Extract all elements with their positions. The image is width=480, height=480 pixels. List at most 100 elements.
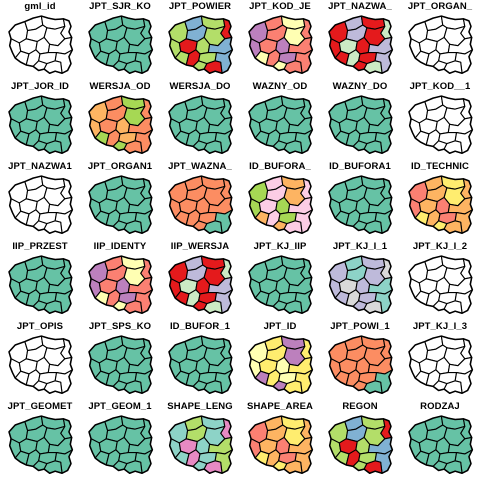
panel-title: JPT_ID	[263, 321, 297, 332]
poland-map	[88, 95, 154, 155]
country-outline	[88, 175, 154, 235]
panel-title: WAZNY_OD	[252, 81, 308, 92]
poland-map	[248, 335, 314, 395]
poland-map	[248, 175, 314, 235]
poland-map	[168, 415, 234, 475]
poland-map	[408, 255, 474, 315]
poland-map	[248, 415, 314, 475]
country-outline	[328, 415, 394, 475]
map-panel: RODZAJ	[401, 401, 479, 479]
country-outline	[408, 255, 474, 315]
country-outline	[408, 15, 474, 75]
map-panel: JPT_POWI_1	[321, 321, 399, 399]
map-panel: JPT_SJR_KO	[81, 1, 159, 79]
poland-map	[8, 335, 74, 395]
country-outline	[88, 15, 154, 75]
map-panel: SHAPE_AREA	[241, 401, 319, 479]
map-panel: JPT_SPS_KO	[81, 321, 159, 399]
poland-map	[168, 255, 234, 315]
map-panel: IIP_WERSJA	[161, 241, 239, 319]
poland-map	[8, 255, 74, 315]
map-panel: JPT_NAZWA1	[1, 161, 79, 239]
map-panel: IIP_PRZEST	[1, 241, 79, 319]
country-outline	[328, 255, 394, 315]
panel-title: JPT_GEOM_1	[88, 401, 152, 412]
panel-title: JPT_POWI_1	[330, 321, 390, 332]
country-outline	[8, 335, 74, 395]
panel-title: gml_id	[24, 1, 56, 12]
poland-map	[248, 255, 314, 315]
map-panel: WERSJA_OD	[81, 81, 159, 159]
country-outline	[8, 255, 74, 315]
poland-map	[248, 95, 314, 155]
map-panel: ID_BUFORA_	[241, 161, 319, 239]
country-outline	[168, 175, 234, 235]
poland-map	[88, 255, 154, 315]
country-outline	[8, 15, 74, 75]
panel-title: JPT_ORGAN_	[407, 1, 473, 12]
map-panel: JPT_JOR_ID	[1, 81, 79, 159]
panel-title: REGON	[342, 401, 378, 412]
panel-title: IIP_IDENTY	[93, 241, 147, 252]
panel-title: JPT_WAZNA_	[168, 161, 232, 172]
poland-map	[328, 95, 394, 155]
panel-title: IIP_PRZEST	[12, 241, 68, 252]
poland-map	[88, 175, 154, 235]
country-outline	[248, 175, 314, 235]
map-panel: ID_BUFOR_1	[161, 321, 239, 399]
country-outline	[88, 95, 154, 155]
panel-title: JPT_KJ_I_2	[412, 241, 468, 252]
panel-title: ID_BUFOR_1	[169, 321, 231, 332]
map-panel: JPT_NAZWA_	[321, 1, 399, 79]
poland-map	[168, 335, 234, 395]
panel-title: JPT_SPS_KO	[88, 321, 152, 332]
country-outline	[88, 335, 154, 395]
country-outline	[248, 95, 314, 155]
country-outline	[408, 335, 474, 395]
country-outline	[8, 175, 74, 235]
map-panel: JPT_OPIS	[1, 321, 79, 399]
country-outline	[168, 15, 234, 75]
map-panel: SHAPE_LENG	[161, 401, 239, 479]
poland-map	[168, 95, 234, 155]
poland-map	[88, 15, 154, 75]
poland-map	[408, 95, 474, 155]
map-panel: IIP_IDENTY	[81, 241, 159, 319]
panel-title: RODZAJ	[420, 401, 460, 412]
map-panel: ID_TECHNIC	[401, 161, 479, 239]
panel-title: WERSJA_DO	[169, 81, 231, 92]
map-panel: JPT_GEOM_1	[81, 401, 159, 479]
poland-map	[88, 335, 154, 395]
map-panel: JPT_ORGAN1	[81, 161, 159, 239]
country-outline	[168, 255, 234, 315]
panel-title: JPT_OPIS	[16, 321, 64, 332]
panel-title: JPT_NAZWA1	[8, 161, 72, 172]
poland-map	[8, 175, 74, 235]
map-panel: JPT_KOD_JE	[241, 1, 319, 79]
country-outline	[8, 415, 74, 475]
map-panel: JPT_WAZNA_	[161, 161, 239, 239]
panel-title: JPT_KOD_JE	[249, 1, 311, 12]
poland-map	[408, 15, 474, 75]
map-panel: gml_id	[1, 1, 79, 79]
poland-map	[8, 15, 74, 75]
panel-title: SHAPE_LENG	[167, 401, 233, 412]
panel-title: IIP_WERSJA	[170, 241, 230, 252]
panel-title: JPT_KJ_I_3	[412, 321, 468, 332]
poland-map	[408, 175, 474, 235]
country-outline	[248, 415, 314, 475]
panel-title: JPT_SJR_KO	[89, 1, 151, 12]
country-outline	[248, 255, 314, 315]
poland-map	[168, 175, 234, 235]
poland-map	[328, 415, 394, 475]
poland-map	[408, 415, 474, 475]
panel-title: JPT_KJ_IIP	[253, 241, 307, 252]
poland-map	[328, 175, 394, 235]
map-panel: JPT_KJ_I_3	[401, 321, 479, 399]
poland-map	[408, 335, 474, 395]
panel-title: SHAPE_AREA	[247, 401, 313, 412]
country-outline	[328, 95, 394, 155]
poland-map	[248, 15, 314, 75]
country-outline	[408, 175, 474, 235]
